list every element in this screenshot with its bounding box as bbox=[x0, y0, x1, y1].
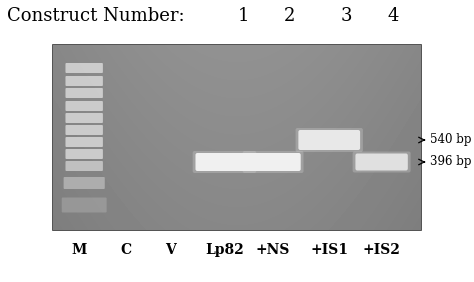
Text: M: M bbox=[72, 243, 87, 257]
FancyBboxPatch shape bbox=[298, 130, 360, 150]
FancyBboxPatch shape bbox=[65, 161, 103, 171]
FancyBboxPatch shape bbox=[246, 153, 301, 171]
FancyBboxPatch shape bbox=[62, 197, 107, 213]
FancyBboxPatch shape bbox=[65, 149, 103, 159]
Text: Lp82: Lp82 bbox=[205, 243, 244, 257]
Text: Construct Number:: Construct Number: bbox=[8, 7, 185, 25]
FancyBboxPatch shape bbox=[65, 63, 103, 73]
FancyBboxPatch shape bbox=[65, 125, 103, 135]
FancyBboxPatch shape bbox=[65, 137, 103, 147]
FancyBboxPatch shape bbox=[65, 88, 103, 98]
Text: 1: 1 bbox=[237, 7, 249, 25]
Text: +NS: +NS bbox=[256, 243, 290, 257]
Text: 396 bp: 396 bp bbox=[430, 155, 472, 169]
FancyBboxPatch shape bbox=[243, 151, 303, 173]
Text: +IS2: +IS2 bbox=[363, 243, 401, 257]
Text: V: V bbox=[165, 243, 175, 257]
FancyBboxPatch shape bbox=[65, 113, 103, 123]
Text: 4: 4 bbox=[387, 7, 399, 25]
Text: 2: 2 bbox=[284, 7, 296, 25]
FancyBboxPatch shape bbox=[296, 128, 363, 152]
FancyBboxPatch shape bbox=[353, 151, 410, 173]
Text: C: C bbox=[121, 243, 132, 257]
FancyBboxPatch shape bbox=[195, 153, 254, 171]
Text: 540 bp: 540 bp bbox=[430, 133, 472, 147]
Text: 3: 3 bbox=[340, 7, 352, 25]
Text: +IS1: +IS1 bbox=[310, 243, 348, 257]
FancyBboxPatch shape bbox=[64, 177, 105, 189]
FancyBboxPatch shape bbox=[65, 101, 103, 111]
FancyBboxPatch shape bbox=[192, 151, 256, 173]
Bar bbox=[53, 45, 421, 230]
FancyBboxPatch shape bbox=[356, 153, 408, 171]
FancyBboxPatch shape bbox=[65, 76, 103, 86]
